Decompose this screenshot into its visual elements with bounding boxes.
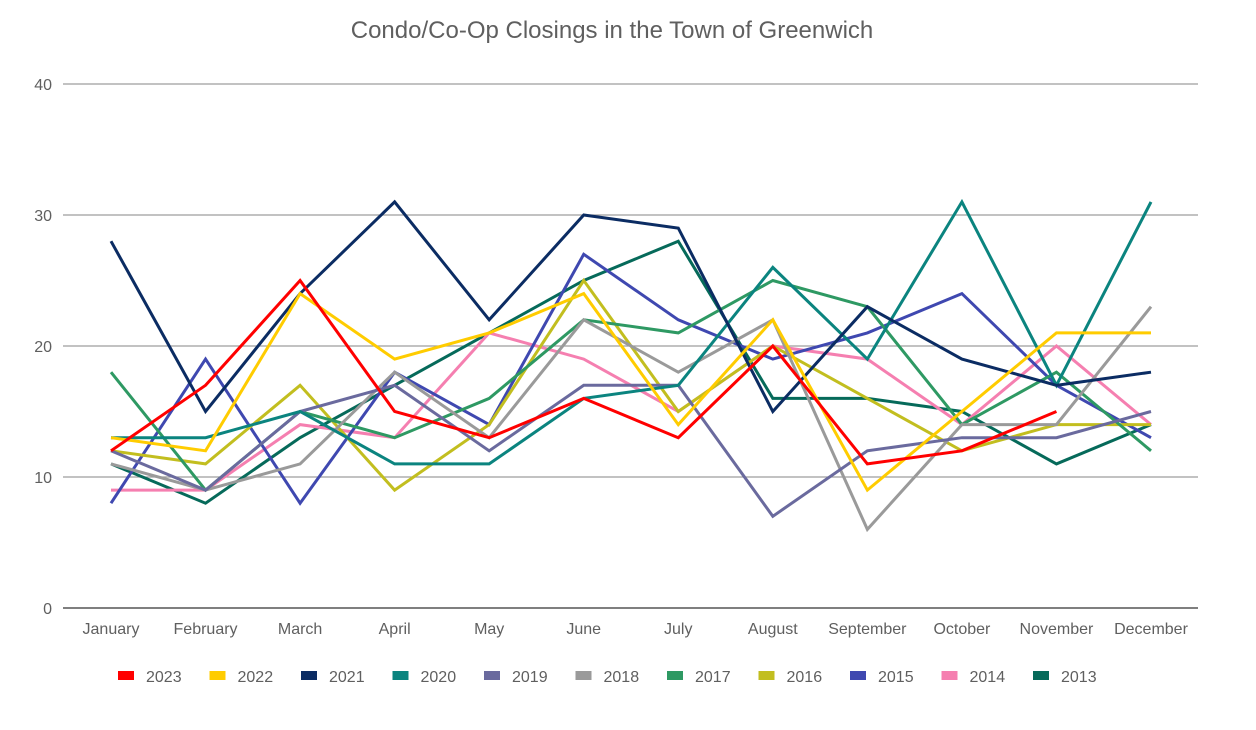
legend-swatch (575, 671, 592, 680)
legend-item-2014[interactable]: 2014 (941, 669, 1006, 686)
y-tick-label: 0 (43, 601, 52, 618)
series-line-2022 (110, 291, 1151, 493)
legend-item-2022[interactable]: 2022 (209, 669, 274, 686)
x-tick-label: July (664, 621, 692, 638)
series-line-2019 (110, 383, 1152, 519)
x-tick-label: April (379, 621, 411, 638)
legend-item-2013[interactable]: 2013 (1033, 669, 1097, 686)
legend-swatch (1033, 671, 1049, 680)
legend-swatch (484, 671, 500, 680)
legend-swatch (850, 671, 866, 680)
x-tick-label: August (748, 621, 798, 638)
legend-label: 2018 (604, 669, 640, 686)
legend-item-2021[interactable]: 2021 (301, 669, 365, 686)
legend-swatch (392, 671, 409, 680)
x-tick-label: March (278, 621, 322, 638)
legend-item-2015[interactable]: 2015 (850, 669, 914, 686)
series-line-2020 (111, 198, 1153, 466)
legend-swatch (118, 671, 134, 680)
legend-label: 2023 (146, 669, 182, 686)
x-axis-ticks: January February March April May June July Augu… (83, 621, 1189, 638)
chart-title: Condo/Co-Op Closings in the Town of Gree… (351, 17, 874, 44)
legend-item-2020[interactable]: 2020 (392, 669, 457, 686)
legend-swatch (758, 671, 775, 680)
legend-label: 2013 (1061, 669, 1097, 686)
legend-item-2017[interactable]: 2017 (667, 669, 731, 686)
legend-swatch (209, 671, 226, 680)
legend-item-2023[interactable]: 2023 (118, 669, 182, 686)
legend-label: 2016 (787, 669, 823, 686)
series-line-2015 (109, 252, 1152, 506)
legend-label: 2017 (695, 669, 731, 686)
legend-swatch (667, 671, 683, 680)
y-tick-label: 20 (34, 339, 52, 356)
series-line-2021 (109, 199, 1152, 415)
series-line-2013 (110, 239, 1152, 505)
legend: 2023 2022 2021 2020 2019 2018 2017 2016 2015 2014… (118, 669, 1097, 686)
legend-label: 2020 (421, 669, 457, 686)
series-line-2018 (110, 305, 1153, 533)
legend-swatch (301, 671, 317, 680)
y-tick-label: 40 (34, 77, 52, 94)
legend-label: 2021 (329, 669, 365, 686)
legend-item-2019[interactable]: 2019 (484, 669, 548, 686)
x-tick-label: June (566, 621, 601, 638)
x-tick-label: January (83, 621, 140, 638)
legend-item-2016[interactable]: 2016 (758, 669, 823, 686)
x-tick-label: November (1020, 621, 1094, 638)
legend-label: 2022 (238, 669, 274, 686)
y-axis-ticks: 0 10 20 30 40 (34, 77, 52, 618)
legend-item-2018[interactable]: 2018 (575, 669, 640, 686)
series-lines (109, 198, 1153, 533)
x-tick-label: February (174, 621, 238, 638)
x-tick-label: December (1114, 621, 1188, 638)
y-tick-label: 10 (34, 470, 52, 487)
y-tick-label: 30 (34, 208, 52, 225)
x-tick-label: September (828, 621, 907, 638)
legend-label: 2019 (512, 669, 548, 686)
legend-label: 2015 (878, 669, 914, 686)
x-tick-label: May (474, 621, 504, 638)
legend-swatch (941, 671, 958, 680)
x-tick-label: October (933, 621, 991, 638)
legend-label: 2014 (970, 669, 1006, 686)
series-line-2023 (110, 278, 1058, 466)
